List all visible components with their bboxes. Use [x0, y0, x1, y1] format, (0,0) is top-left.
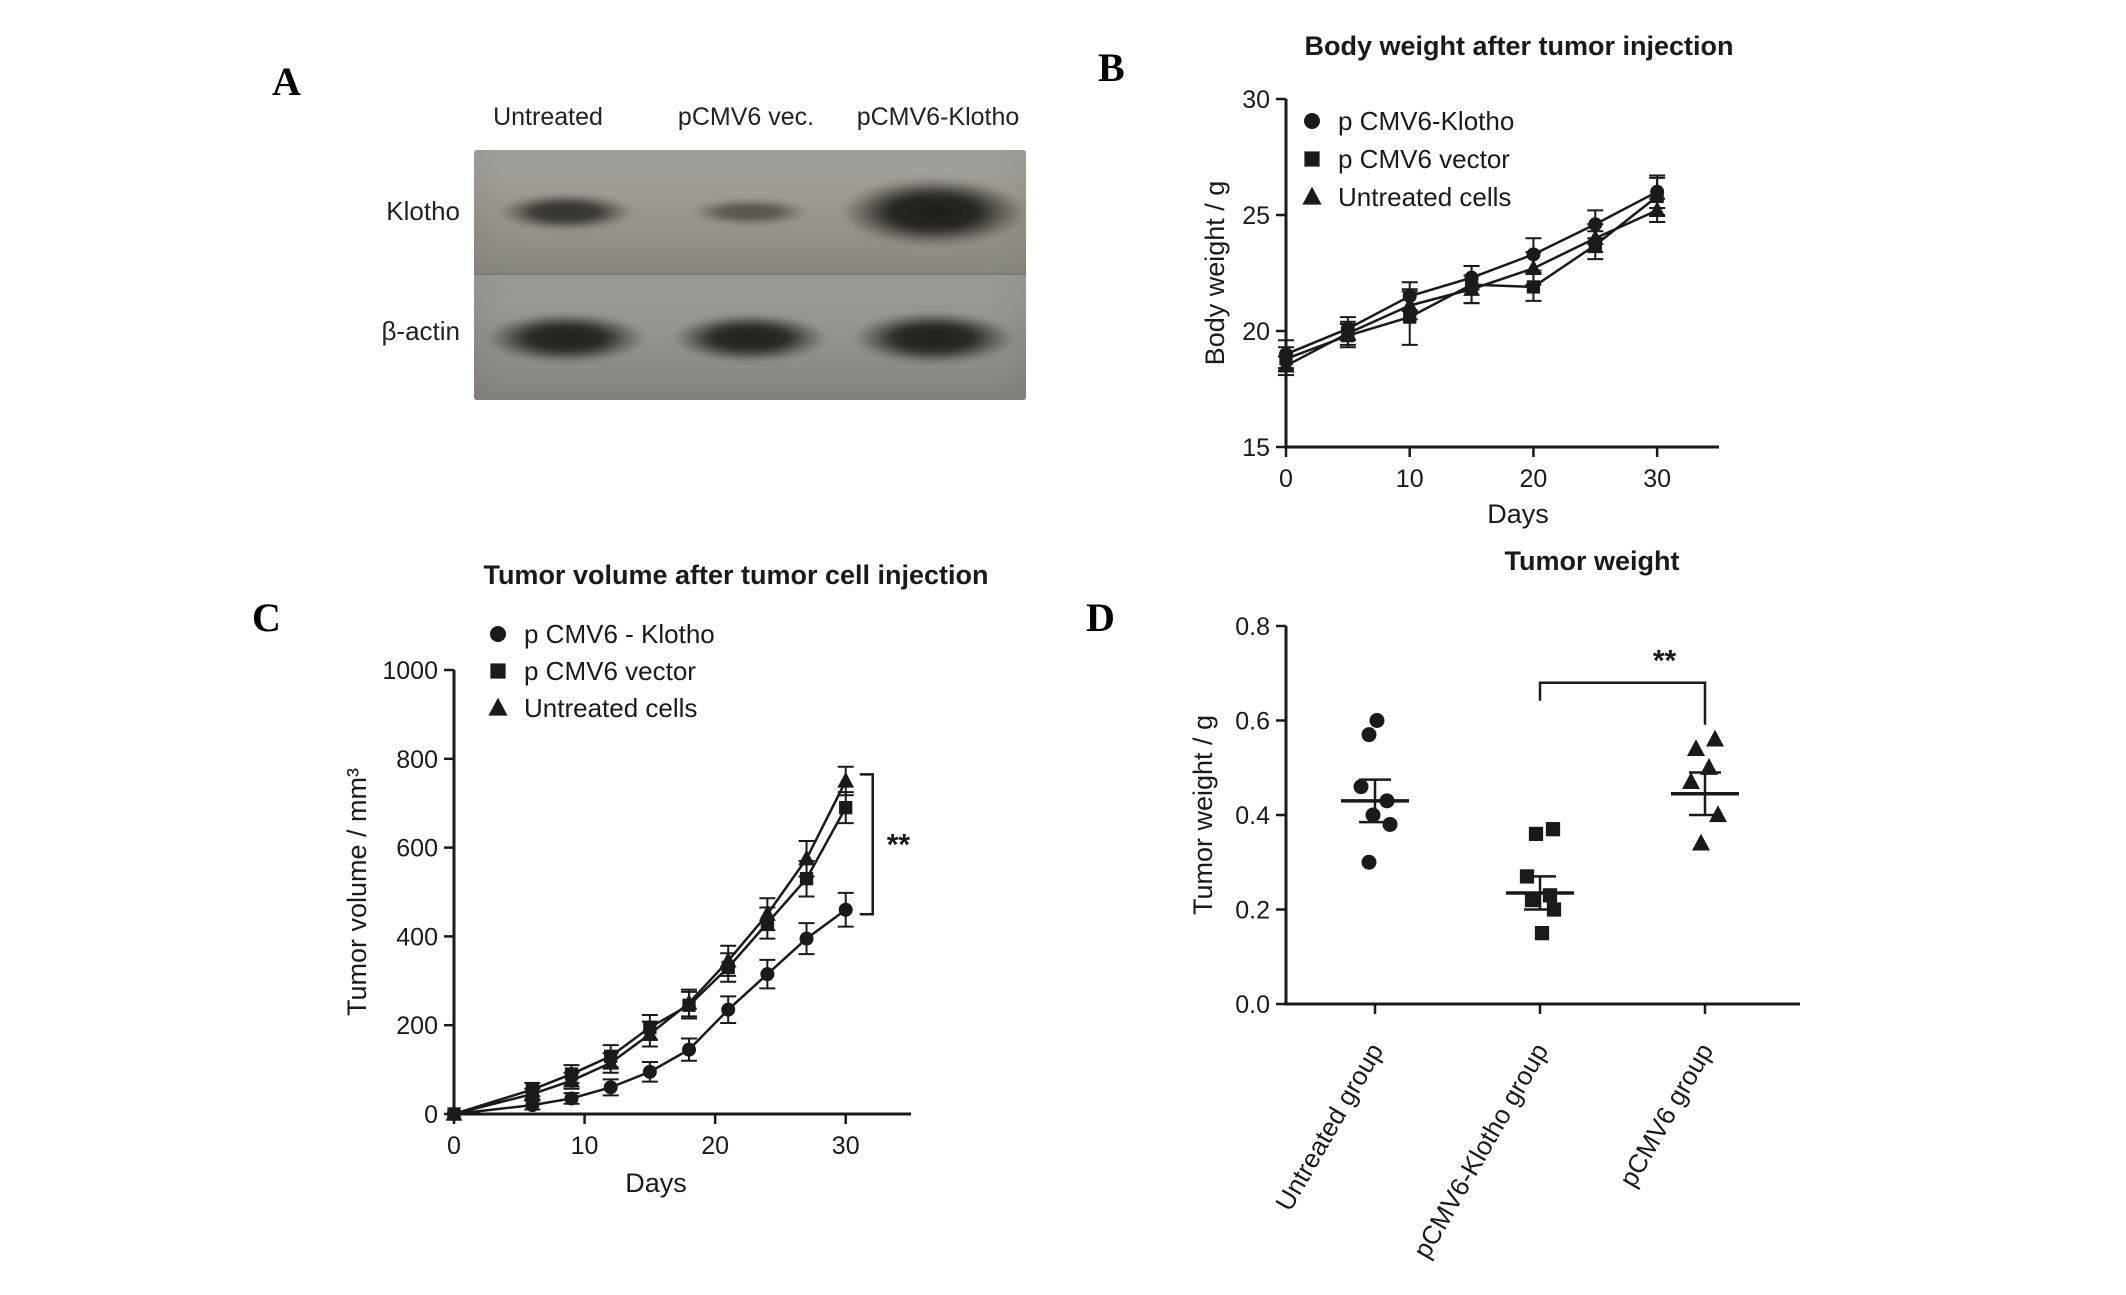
blot-lane-label-untreated: Untreated — [493, 103, 603, 131]
svg-text:10: 10 — [1396, 465, 1424, 493]
svg-text:200: 200 — [396, 1012, 438, 1040]
svg-text:0.8: 0.8 — [1235, 613, 1270, 641]
blot-lane-label-pcmv6-klotho: pCMV6-Klotho — [856, 103, 1020, 131]
tumor-weight-chart: Tumor weight 0.0 0.2 0.4 0.6 0.8 Tumor weight … — [1150, 530, 1910, 1295]
svg-text:p CMV6 vector: p CMV6 vector — [1338, 144, 1510, 174]
svg-text:0.2: 0.2 — [1235, 897, 1270, 925]
group-label: pCMV6 group — [1613, 1038, 1719, 1192]
svg-text:Untreated cells: Untreated cells — [524, 693, 697, 723]
svg-text:400: 400 — [396, 923, 438, 951]
legend: p CMV6-Klotho p CMV6 vector Untreated cell… — [1302, 106, 1514, 212]
svg-text:20: 20 — [701, 1132, 729, 1160]
svg-text:Untreated cells: Untreated cells — [1338, 182, 1511, 212]
blot-band-row0-lane0 — [498, 194, 634, 230]
blot-lane-label-pcmv6-vec: pCMV6 vec. — [677, 103, 815, 131]
blot-band-row1-lane1 — [673, 314, 827, 362]
series-triangle — [1277, 197, 1666, 377]
body-weight-chart: Body weight after tumor injection 15 20 25 3… — [1150, 15, 1850, 555]
blot-image — [474, 150, 1026, 400]
y-axis-label: Body weight / g — [1200, 181, 1230, 366]
svg-text:p CMV6 vector: p CMV6 vector — [524, 656, 696, 686]
significance-label: ** — [1653, 645, 1677, 678]
blot-band-row1-lane2 — [853, 312, 1015, 364]
chart-title: Body weight after tumor injection — [1304, 31, 1733, 61]
svg-text:15: 15 — [1242, 434, 1270, 462]
chart-title: Tumor weight — [1505, 546, 1680, 576]
series-circle — [447, 891, 854, 1121]
chart-B-svg: Body weight after tumor injection 15 20 25 3… — [1200, 31, 1734, 529]
svg-text:0: 0 — [447, 1132, 461, 1160]
chart-D-svg: Tumor weight 0.0 0.2 0.4 0.6 0.8 Tumor weight … — [1188, 546, 1800, 1263]
group-triangle: pCMV6 group — [1613, 729, 1739, 1192]
svg-text:1000: 1000 — [382, 657, 438, 685]
y-axis-label: Tumor volume / mm³ — [342, 768, 372, 1016]
significance-bracket: ** — [859, 773, 911, 916]
significance-bracket: ** — [1538, 645, 1707, 725]
group-circle: Untreated group — [1269, 713, 1409, 1216]
y-axis-label: Tumor weight / g — [1188, 715, 1218, 915]
svg-text:0: 0 — [1279, 465, 1293, 493]
svg-text:800: 800 — [396, 746, 438, 774]
legend: p CMV6 - Klotho p CMV6 vector Untreated ce… — [488, 619, 715, 723]
svg-text:0.4: 0.4 — [1235, 802, 1270, 830]
panel-b-label: B — [1098, 45, 1125, 90]
svg-text:0.6: 0.6 — [1235, 708, 1270, 736]
svg-text:0.0: 0.0 — [1235, 991, 1270, 1019]
panel-c-label: C — [252, 595, 281, 640]
svg-text:30: 30 — [1242, 86, 1270, 114]
svg-text:30: 30 — [1643, 465, 1671, 493]
western-blot-panel: Untreated pCMV6 vec. pCMV6-Klotho Klotho… — [340, 95, 1060, 435]
x-axis-label: Days — [1487, 499, 1549, 529]
blot-band-row1-lane0 — [486, 313, 646, 363]
svg-text:20: 20 — [1520, 465, 1548, 493]
panel-d-label: D — [1086, 595, 1115, 640]
tumor-volume-chart: Tumor volume after tumor cell injection 0… — [300, 540, 1100, 1240]
svg-text:20: 20 — [1242, 318, 1270, 346]
chart-title: Tumor volume after tumor cell injection — [483, 560, 988, 590]
blot-row-label-klotho: Klotho — [386, 196, 460, 226]
axes: 15 20 25 30 0 10 20 30 — [1242, 86, 1719, 493]
series-square — [447, 791, 854, 1121]
svg-text:p CMV6-Klotho: p CMV6-Klotho — [1338, 106, 1514, 136]
group-label: pCMV6-Klotho group — [1407, 1038, 1554, 1263]
group-square: pCMV6-Klotho group — [1407, 822, 1574, 1263]
svg-text:0: 0 — [424, 1101, 438, 1129]
blot-band-row0-lane2 — [841, 178, 1026, 246]
group-label: Untreated group — [1269, 1038, 1389, 1216]
chart-C-svg: Tumor volume after tumor cell injection 0… — [342, 560, 989, 1198]
svg-text:p CMV6 - Klotho: p CMV6 - Klotho — [524, 619, 715, 649]
x-axis-label: Days — [625, 1168, 687, 1198]
svg-text:25: 25 — [1242, 202, 1270, 230]
svg-text:600: 600 — [396, 835, 438, 863]
svg-text:30: 30 — [832, 1132, 860, 1160]
blot-row-label-beta-actin: β-actin — [381, 316, 460, 346]
svg-text:10: 10 — [571, 1132, 599, 1160]
axes: 0 200 400 600 800 1000 0 10 20 30 — [382, 657, 911, 1160]
blot-band-row0-lane1 — [691, 199, 809, 225]
significance-label: ** — [887, 828, 911, 861]
axes: 0.0 0.2 0.4 0.6 0.8 — [1235, 613, 1800, 1019]
series-triangle — [445, 765, 855, 1121]
panel-a-label: A — [272, 59, 301, 104]
